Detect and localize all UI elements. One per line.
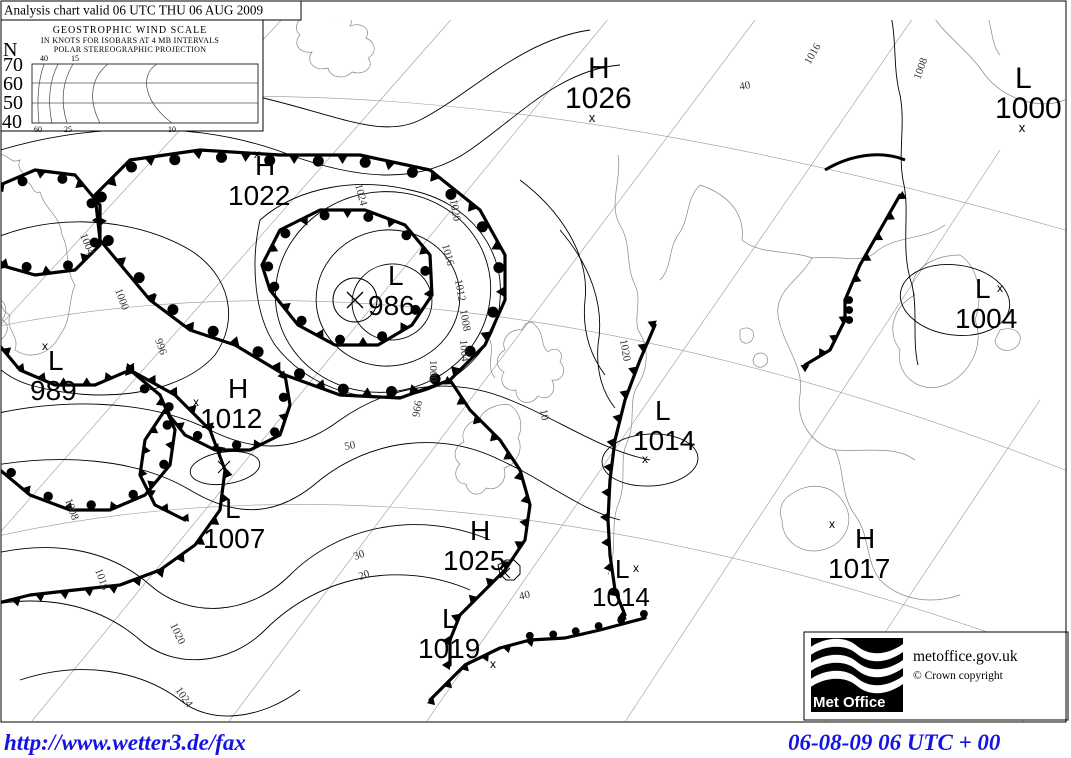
svg-text:1008: 1008 <box>457 308 473 332</box>
svg-text:1022: 1022 <box>228 180 290 211</box>
svg-text:H: H <box>470 515 490 546</box>
svg-text:x: x <box>997 281 1003 295</box>
svg-text:996: 996 <box>152 337 169 357</box>
svg-text:x: x <box>642 452 648 466</box>
svg-text:15: 15 <box>71 54 79 63</box>
svg-text:60: 60 <box>34 125 42 134</box>
svg-text:40: 40 <box>738 79 751 93</box>
svg-text:L: L <box>225 493 241 524</box>
svg-text:L: L <box>615 554 629 584</box>
svg-text:L: L <box>975 273 991 304</box>
svg-text:L: L <box>48 345 64 376</box>
svg-text:Met Office: Met Office <box>813 694 886 711</box>
svg-text:1012: 1012 <box>452 278 468 302</box>
svg-text:986: 986 <box>368 290 415 321</box>
svg-text:x: x <box>193 395 199 409</box>
svg-text:H: H <box>855 523 875 554</box>
svg-text:1020: 1020 <box>617 338 633 362</box>
svg-text:1004: 1004 <box>457 339 471 362</box>
svg-text:1024: 1024 <box>352 183 369 208</box>
svg-text:x: x <box>42 339 48 353</box>
svg-text:POLAR STEREOGRAPHIC PROJECTION: POLAR STEREOGRAPHIC PROJECTION <box>54 45 207 54</box>
svg-text:© Crown copyright: © Crown copyright <box>913 670 1004 682</box>
svg-text:x: x <box>589 110 596 125</box>
svg-text:10: 10 <box>168 125 176 134</box>
svg-text:1020: 1020 <box>167 621 187 646</box>
svg-text:L: L <box>442 603 458 634</box>
svg-text:1026: 1026 <box>565 82 632 115</box>
svg-text:1012: 1012 <box>200 403 262 434</box>
svg-text:20: 20 <box>357 568 372 583</box>
svg-text:L: L <box>388 260 404 291</box>
svg-text:H: H <box>588 52 610 85</box>
svg-text:1004: 1004 <box>955 303 1017 334</box>
svg-text:H: H <box>228 373 248 404</box>
svg-text:1008: 1008 <box>912 56 931 81</box>
svg-text:50: 50 <box>343 439 356 453</box>
svg-text:x: x <box>1019 120 1026 135</box>
svg-text:1020: 1020 <box>447 198 463 222</box>
svg-text:1000: 1000 <box>427 360 439 383</box>
svg-text:metoffice.gov.uk: metoffice.gov.uk <box>913 648 1018 665</box>
svg-text:30: 30 <box>352 548 367 563</box>
svg-text:Analysis chart valid 06 UTC TH: Analysis chart valid 06 UTC THU 06 AUG 2… <box>4 3 263 18</box>
svg-text:996: 996 <box>409 399 424 418</box>
svg-text:x: x <box>490 657 496 671</box>
svg-text:1019: 1019 <box>418 633 480 664</box>
svg-text:1025: 1025 <box>443 545 505 576</box>
svg-text:989: 989 <box>30 375 77 406</box>
svg-text:L: L <box>1015 62 1032 95</box>
svg-text:x: x <box>254 147 260 161</box>
svg-text:GEOSTROPHIC WIND SCALE: GEOSTROPHIC WIND SCALE <box>53 25 208 36</box>
svg-text:x: x <box>633 561 639 575</box>
svg-text:1007: 1007 <box>203 523 265 554</box>
svg-text:40: 40 <box>40 54 48 63</box>
svg-text:25: 25 <box>64 125 72 134</box>
svg-text:40: 40 <box>2 111 22 133</box>
svg-text:1000: 1000 <box>995 92 1062 125</box>
svg-text:1017: 1017 <box>828 553 890 584</box>
svg-text:1016: 1016 <box>439 243 456 268</box>
svg-text:L: L <box>655 395 671 426</box>
svg-text:10: 10 <box>537 408 551 421</box>
svg-text:x: x <box>829 517 835 531</box>
svg-text:1014: 1014 <box>592 582 650 612</box>
svg-text:40: 40 <box>518 588 532 603</box>
svg-text:IN KNOTS FOR ISOBARS AT 4 MB: IN KNOTS FOR ISOBARS AT 4 MB INTERVALS <box>41 36 219 45</box>
svg-text:1016: 1016 <box>802 41 824 66</box>
